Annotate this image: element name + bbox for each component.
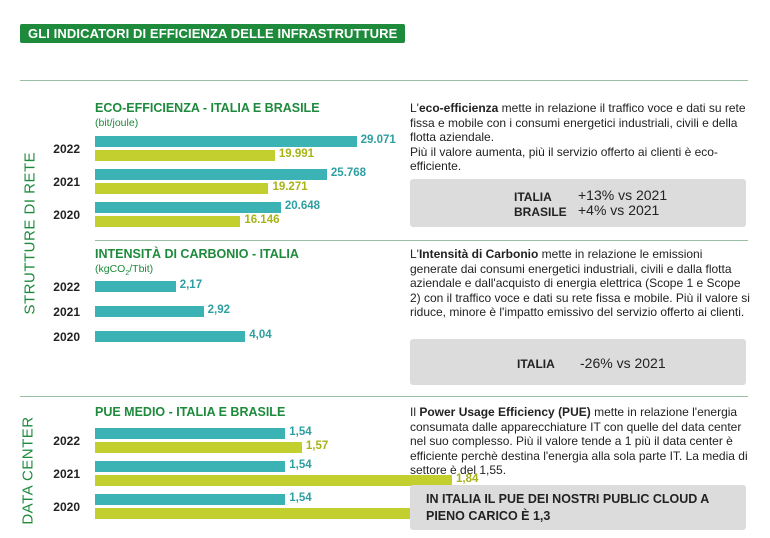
chart-unit-carbon: (kgCO2/Tbit) (95, 263, 154, 278)
year-label-2021: 2021 (53, 174, 80, 189)
bar-pue-2022-s1 (95, 428, 286, 439)
chart-title-eco: ECO-EFFICIENZA - ITALIA E BRASILE (95, 101, 320, 115)
value-label-eco-2020-s2: 16.146 (244, 214, 280, 226)
chart-unit-eco: (bit/joule) (95, 117, 139, 129)
middle-divider (95, 240, 748, 241)
section-divider (20, 396, 748, 397)
bar-eco-2022-s1 (95, 136, 357, 147)
value-label-carbon-2021-s1: 2,92 (207, 304, 230, 316)
year-label-2022: 2022 (53, 279, 80, 294)
bar-eco-2020-s2 (95, 216, 241, 227)
pue-description: Il Power Usage Efficiency (PUE) mette in… (410, 405, 748, 477)
chart-title-carbon: INTENSITÀ DI CARBONIO - ITALIA (95, 247, 299, 261)
bar-carbon-2020-s1 (95, 331, 246, 342)
bar-pue-2021-s2 (95, 475, 453, 486)
bar-eco-2021-s2 (95, 183, 269, 194)
pue-summary-box: IN ITALIA IL PUE DEI NOSTRI PUBLIC CLOUD… (410, 485, 746, 530)
value-label-pue-2021-s2: 1,84 (456, 473, 479, 485)
value-label-eco-2022-s1: 29.071 (360, 134, 396, 146)
bar-eco-2020-s1 (95, 202, 281, 213)
pue-summary-text: IN ITALIA IL PUE DEI NOSTRI PUBLIC CLOUD… (426, 492, 709, 523)
value-label-eco-2020-s1: 20.648 (284, 200, 321, 212)
bar-carbon-2021-s1 (95, 306, 204, 317)
value-label-pue-2020-s1: 1,54 (289, 492, 312, 504)
page-title: GLI INDICATORI DI EFFICIENZA DELLE INFRA… (20, 24, 406, 43)
bar-carbon-2022-s1 (95, 281, 176, 292)
year-label-2020: 2020 (53, 207, 80, 222)
year-label-2022: 2022 (53, 433, 80, 448)
value-label-pue-2022-s2: 1,57 (305, 440, 329, 452)
section-label-network: STRUTTURE DI RETE (21, 151, 39, 315)
year-label-2021: 2021 (53, 466, 80, 481)
eco-summary-value-italia: +13% vs 2021 (578, 187, 668, 203)
section-label-datacenter: DATA CENTER (19, 416, 37, 525)
value-label-carbon-2022-s1: 2,17 (179, 279, 203, 291)
value-label-pue-2022-s1: 1,54 (289, 426, 312, 438)
carbon-summary-box: ITALIA -26% vs 2021 (410, 339, 746, 385)
value-label-eco-2021-s2: 19.271 (272, 181, 308, 193)
carbon-summary-key-italia: ITALIA (517, 357, 555, 371)
bar-pue-2020-s1 (95, 494, 286, 505)
eco-summary-value-brasile: +4% vs 2021 (578, 202, 660, 218)
eco-summary-key-italia: ITALIA (514, 190, 552, 204)
bar-pue-2022-s2 (95, 442, 302, 453)
bar-pue-2020-s2 (95, 508, 469, 519)
chart-title-pue: PUE MEDIO - ITALIA E BRASILE (95, 405, 286, 419)
bar-eco-2021-s1 (95, 169, 327, 180)
bar-eco-2022-s2 (95, 150, 275, 161)
top-divider (20, 80, 748, 81)
value-label-pue-2021-s1: 1,54 (289, 459, 312, 471)
year-label-2022: 2022 (53, 141, 80, 156)
bar-pue-2021-s1 (95, 461, 286, 472)
value-label-carbon-2020-s1: 4,04 (249, 329, 272, 341)
carbon-summary-value-italia: -26% vs 2021 (580, 355, 666, 371)
year-label-2021: 2021 (53, 304, 80, 319)
eco-summary-key-brasile: BRASILE (514, 205, 567, 219)
eco-summary-box: ITALIA +13% vs 2021 BRASILE +4% vs 2021 (410, 179, 746, 227)
value-label-eco-2021-s1: 25.768 (330, 167, 367, 179)
year-label-2020: 2020 (53, 499, 80, 514)
year-label-2020: 2020 (53, 329, 80, 344)
carbon-description: L'Intensità di Carbonio mette in relazio… (410, 247, 750, 319)
value-label-eco-2022-s2: 19.991 (278, 148, 315, 160)
eco-description: L'eco-efficienza mette in relazione il t… (410, 101, 746, 173)
